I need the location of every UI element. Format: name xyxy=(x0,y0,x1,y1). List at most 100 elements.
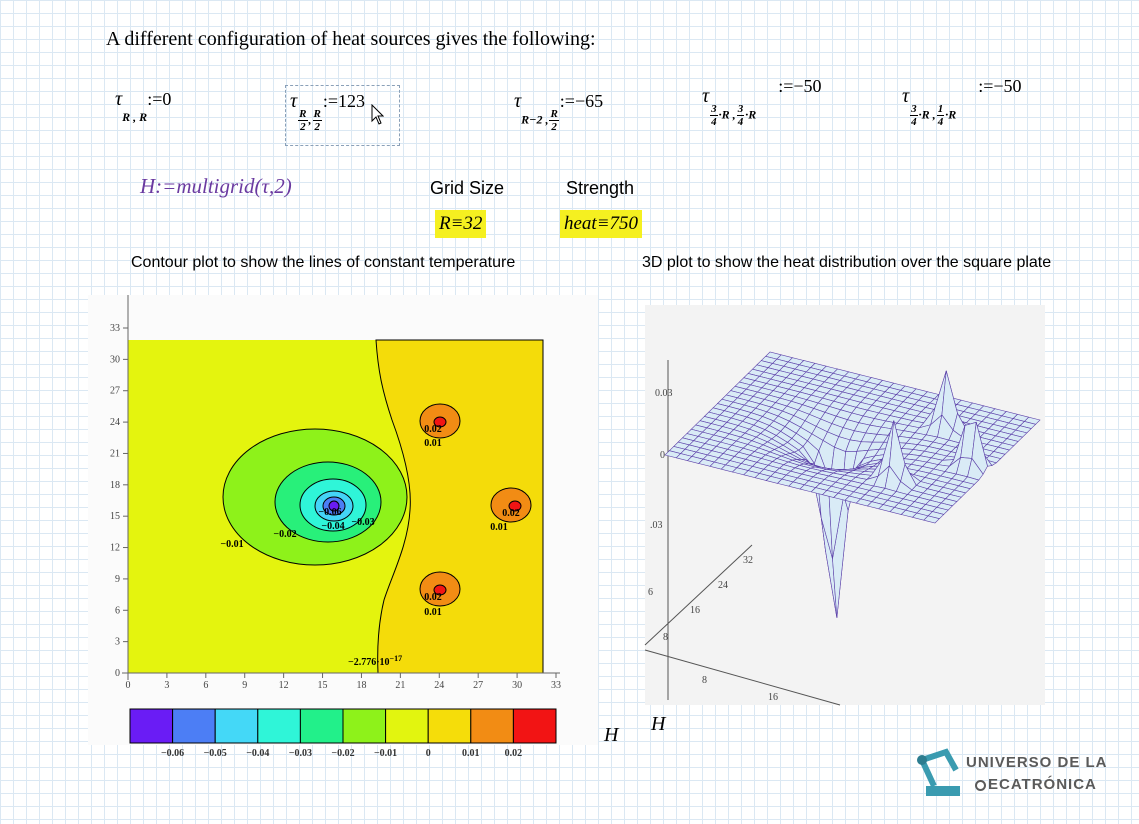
subscript: 3 4 ·R , 3 4 ·R xyxy=(709,103,756,128)
contour-plot: 0 3 6 9 12 15 18 21 24 27 30 33 0 3 6 9 12 15 18 21 24 27 30 33… xyxy=(110,295,561,759)
colorbar-label: −0.06 xyxy=(161,748,184,759)
definition: τ 3 4 ·R , 3 4 ·R:=−50 xyxy=(702,76,822,128)
y-tick-label: 9 xyxy=(115,574,120,585)
contour-label: −0.03 xyxy=(351,517,374,528)
depth-label: 16 xyxy=(690,605,700,616)
exponent: −17 xyxy=(390,654,403,663)
denominator: 2 xyxy=(314,120,320,133)
contour-label: −0.04 xyxy=(321,521,344,532)
x-tick-label: 0 xyxy=(126,680,131,691)
contour-label: 0.02 xyxy=(502,508,520,519)
axis-label: H xyxy=(604,724,619,746)
contour-label: 0.02 xyxy=(424,424,442,435)
numerator: 3 xyxy=(710,102,718,116)
depth-axis xyxy=(644,544,753,646)
subscript-text: ·R xyxy=(945,107,957,121)
x-tick-label: 30 xyxy=(512,680,522,691)
y-tick-label: 27 xyxy=(110,386,120,397)
width-label: 8 xyxy=(702,675,707,686)
x-tick-label: 33 xyxy=(551,680,561,691)
solve-text: H:=multigrid(τ,2) xyxy=(140,174,292,198)
subscript-text: , xyxy=(308,112,312,126)
y-tick-label: 15 xyxy=(110,511,120,522)
caption: Contour plot to show the lines of consta… xyxy=(131,254,516,271)
mantissa: −2.776·10 xyxy=(348,657,390,668)
colorbar-label: −0.05 xyxy=(204,748,227,759)
y-tick-label: 30 xyxy=(110,354,120,365)
contour-label: −0.06 xyxy=(318,507,341,518)
colorbar-cell xyxy=(299,708,344,744)
contour-ring xyxy=(328,500,340,512)
logo-text-2: ECATRÓNICA xyxy=(988,776,1097,793)
assignment: :=−50 xyxy=(978,76,1022,96)
colorbar-cell xyxy=(427,708,472,744)
param-label: Strength xyxy=(566,178,635,198)
contour-label: −0.02 xyxy=(273,529,296,540)
symbol: τ xyxy=(115,88,123,110)
numerator: 3 xyxy=(736,102,745,116)
definition: τ 3 4 ·R , 1 4 ·R:=−50 xyxy=(902,76,1022,128)
denominator: 4 xyxy=(911,115,917,128)
z-label: 0.03 xyxy=(655,388,673,399)
x-tick-label: 3 xyxy=(164,680,169,691)
x-tick-label: 27 xyxy=(473,680,483,691)
symbol: τ xyxy=(514,90,522,112)
numerator: 1 xyxy=(936,102,945,116)
assignment: :=−65 xyxy=(559,91,604,111)
colorbar-label: 0 xyxy=(426,748,431,759)
contour-label: 0.01 xyxy=(424,607,442,618)
denominator: 4 xyxy=(711,115,717,128)
x-tick-label: 15 xyxy=(318,680,328,691)
hot-spot xyxy=(490,487,532,523)
symbol: τ xyxy=(290,90,298,112)
heading: A different configuration of heat source… xyxy=(106,28,596,50)
subscript-text: R−2 , xyxy=(521,112,549,126)
hot-spot xyxy=(419,403,461,439)
y-tick-label: 21 xyxy=(110,448,120,459)
colorbar-cell xyxy=(385,708,429,744)
definition: τ R 2, R 2:=123 xyxy=(290,90,365,133)
x-tick-label: 9 xyxy=(242,680,247,691)
logo-text: UNIVERSO DE LA xyxy=(966,754,1108,771)
colorbar-label: 0.02 xyxy=(505,748,523,759)
param-expression: R≡32 xyxy=(435,210,487,238)
colorbar-cell xyxy=(172,708,216,744)
contour-label: 0.01 xyxy=(490,522,508,533)
colorbar-label: 0.01 xyxy=(462,748,480,759)
x-tick-label: 12 xyxy=(279,680,289,691)
hot-spot xyxy=(419,571,461,607)
y-tick-label: 6 xyxy=(115,605,120,616)
depth-label: 32 xyxy=(743,555,753,566)
caption: 3D plot to show the heat distribution ov… xyxy=(642,254,1052,271)
denominator: 4 xyxy=(937,115,944,128)
colorbar-label: −0.04 xyxy=(246,748,269,759)
logo-text: ECATRÓNICA xyxy=(975,776,1097,793)
z-label: .03 xyxy=(650,520,663,531)
depth-label: 8 xyxy=(663,632,668,643)
y-tick-label: 3 xyxy=(115,637,120,648)
x-tick-label: 18 xyxy=(356,680,366,691)
assignment: :=123 xyxy=(322,91,366,111)
colorbar-cell xyxy=(470,708,514,744)
subscript: R , R xyxy=(122,110,147,125)
param-expression: heat≡750 xyxy=(560,210,643,238)
numerator: R xyxy=(298,107,308,121)
colorbar-label: −0.01 xyxy=(374,748,397,759)
solve-expression: H:=multigrid(τ,2) xyxy=(140,174,292,199)
colorbar-label: −0.02 xyxy=(331,748,354,759)
logo-icon xyxy=(917,748,960,796)
colorbar-cell xyxy=(512,708,557,744)
colorbar-label: −0.03 xyxy=(289,748,312,759)
param-label: Grid Size xyxy=(430,178,505,198)
y-tick-label: 24 xyxy=(110,417,120,428)
y-tick-label: 12 xyxy=(110,543,120,554)
